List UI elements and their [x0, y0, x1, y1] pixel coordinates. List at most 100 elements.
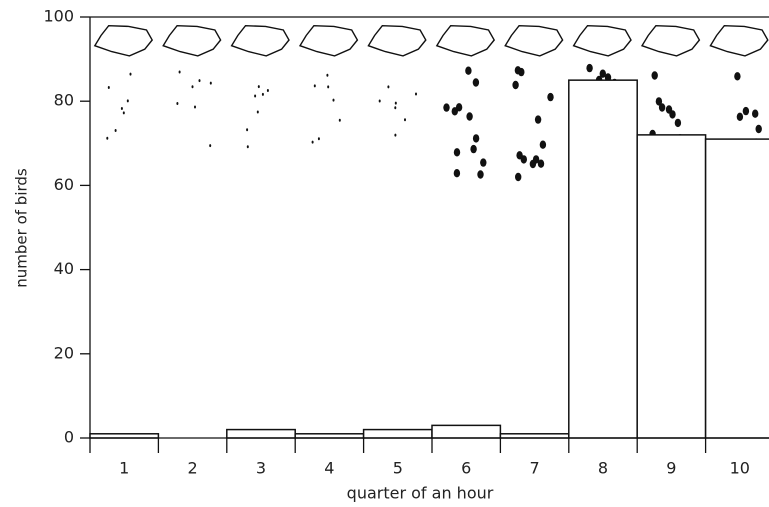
y-tick-label: 100: [43, 7, 74, 26]
rain-drop: [317, 137, 320, 141]
rain-drop: [191, 85, 194, 89]
rain-drop: [338, 118, 341, 122]
rain-drop: [261, 92, 264, 96]
rain-drop: [451, 107, 458, 116]
rain-drop: [512, 80, 519, 90]
cloud: [640, 24, 701, 57]
rain-drop: [480, 158, 487, 167]
rain-drop: [465, 66, 472, 75]
rain-drop: [126, 99, 129, 103]
cloud: [298, 24, 359, 57]
rain-drop: [122, 111, 125, 115]
cloud: [435, 24, 496, 57]
rain-drop: [107, 86, 110, 89]
rain-drop: [246, 128, 249, 132]
rain-drop: [178, 70, 181, 74]
x-tick-label: 10: [730, 459, 750, 478]
rain-drop: [443, 103, 450, 112]
cloud: [367, 24, 427, 57]
cloud: [162, 24, 222, 57]
rain-drop: [327, 85, 330, 89]
rain-drop: [378, 99, 381, 103]
rain-drop: [752, 109, 759, 118]
rain-drop: [266, 89, 269, 92]
rain-drop: [209, 144, 212, 148]
bar: [704, 138, 769, 439]
rain-drop: [394, 101, 397, 105]
y-axis-label: number of birds: [13, 168, 31, 288]
rain-drop: [198, 79, 201, 83]
rain-drop: [534, 115, 542, 124]
rain-drop: [332, 98, 335, 102]
rain-drop: [599, 69, 606, 78]
bar: [431, 424, 502, 439]
rain-drop: [658, 103, 666, 112]
rain-drop: [326, 73, 329, 77]
rain-drop: [472, 134, 480, 143]
x-axis-label: quarter of an hour: [347, 484, 494, 503]
rain-drop: [734, 72, 741, 81]
y-tick-label: 80: [54, 91, 74, 110]
rain-drop: [736, 112, 744, 122]
rain-drop: [755, 124, 762, 134]
x-tick-label: 7: [530, 459, 540, 478]
y-tick-label: 60: [54, 175, 74, 194]
rain-drop: [466, 112, 473, 121]
x-tick-label: 4: [324, 459, 334, 478]
x-tick-label: 3: [256, 459, 266, 478]
rain-drop: [515, 172, 522, 182]
rain-drop: [194, 105, 196, 109]
bar: [226, 428, 296, 439]
rain-drop: [209, 81, 212, 85]
rain-drop: [387, 85, 390, 89]
rain-drop: [453, 148, 461, 157]
rain-drop: [106, 136, 109, 140]
rain-drop: [129, 72, 132, 76]
cloud: [93, 24, 154, 57]
rain-drop: [246, 145, 249, 149]
rain-drop: [539, 140, 547, 149]
rain-drop: [532, 155, 540, 164]
y-tick-label: 0: [64, 428, 74, 447]
rain-drop: [742, 106, 750, 116]
rain-drop: [313, 84, 316, 88]
x-tick-label: 1: [119, 459, 129, 478]
x-tick-label: 5: [393, 459, 403, 478]
x-tick-label: 6: [461, 459, 471, 478]
x-tick-label: 2: [188, 459, 198, 478]
rain-drop: [311, 140, 314, 144]
rain-drop: [254, 94, 257, 98]
rain-drop: [547, 92, 554, 102]
rain-drop: [415, 92, 417, 96]
rain-drop: [669, 110, 676, 119]
cloud: [230, 24, 290, 57]
cloud: [572, 24, 632, 57]
rain-drop: [520, 155, 527, 164]
y-tick-label: 20: [54, 343, 74, 362]
rain-drop: [257, 85, 260, 89]
y-tick-label: 40: [54, 259, 74, 278]
rain-drop: [120, 107, 123, 110]
bar: [568, 79, 638, 439]
cloud: [709, 24, 769, 57]
bar: [636, 134, 707, 439]
rain-drop: [470, 144, 477, 154]
rain-drop: [176, 102, 179, 105]
rain-drop: [655, 97, 663, 106]
bar: [362, 428, 433, 439]
x-tick-label: 8: [598, 459, 608, 478]
rain-drop: [674, 118, 682, 128]
rain-drop: [477, 170, 484, 179]
rain-drop: [114, 129, 117, 132]
rain-drop: [394, 133, 397, 137]
rain-drop: [256, 110, 259, 114]
rain-drop: [394, 106, 397, 110]
x-tick-label: 9: [666, 459, 676, 478]
rain-drop: [514, 66, 522, 75]
rain-drop: [537, 159, 545, 168]
rain-drop: [472, 78, 480, 87]
cloud: [504, 24, 564, 57]
rain-drop: [651, 71, 658, 80]
rain-drop: [404, 118, 406, 122]
